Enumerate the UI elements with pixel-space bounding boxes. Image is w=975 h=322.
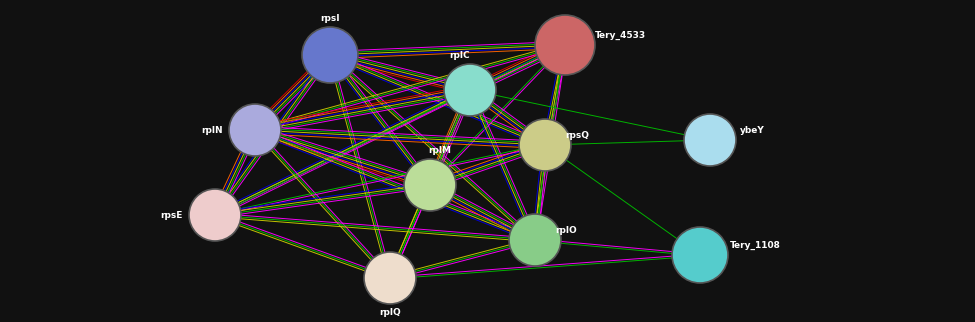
Text: rplO: rplO — [555, 225, 577, 234]
Circle shape — [444, 64, 496, 116]
Circle shape — [535, 15, 595, 75]
Text: rplC: rplC — [449, 51, 470, 60]
Text: rpsI: rpsI — [320, 14, 340, 23]
Text: rpsE: rpsE — [161, 211, 183, 220]
Text: ybeY: ybeY — [740, 126, 764, 135]
Circle shape — [684, 114, 736, 166]
Circle shape — [404, 159, 456, 211]
Text: Tery_4533: Tery_4533 — [595, 31, 646, 40]
Text: rplQ: rplQ — [379, 308, 401, 317]
Circle shape — [229, 104, 281, 156]
Text: rplN: rplN — [202, 126, 223, 135]
Circle shape — [509, 214, 561, 266]
Circle shape — [302, 27, 358, 83]
Circle shape — [672, 227, 728, 283]
Circle shape — [189, 189, 241, 241]
Text: rplM: rplM — [428, 146, 451, 155]
Text: Tery_1108: Tery_1108 — [730, 241, 781, 250]
Text: rpsQ: rpsQ — [565, 130, 589, 139]
Circle shape — [364, 252, 416, 304]
Circle shape — [519, 119, 571, 171]
